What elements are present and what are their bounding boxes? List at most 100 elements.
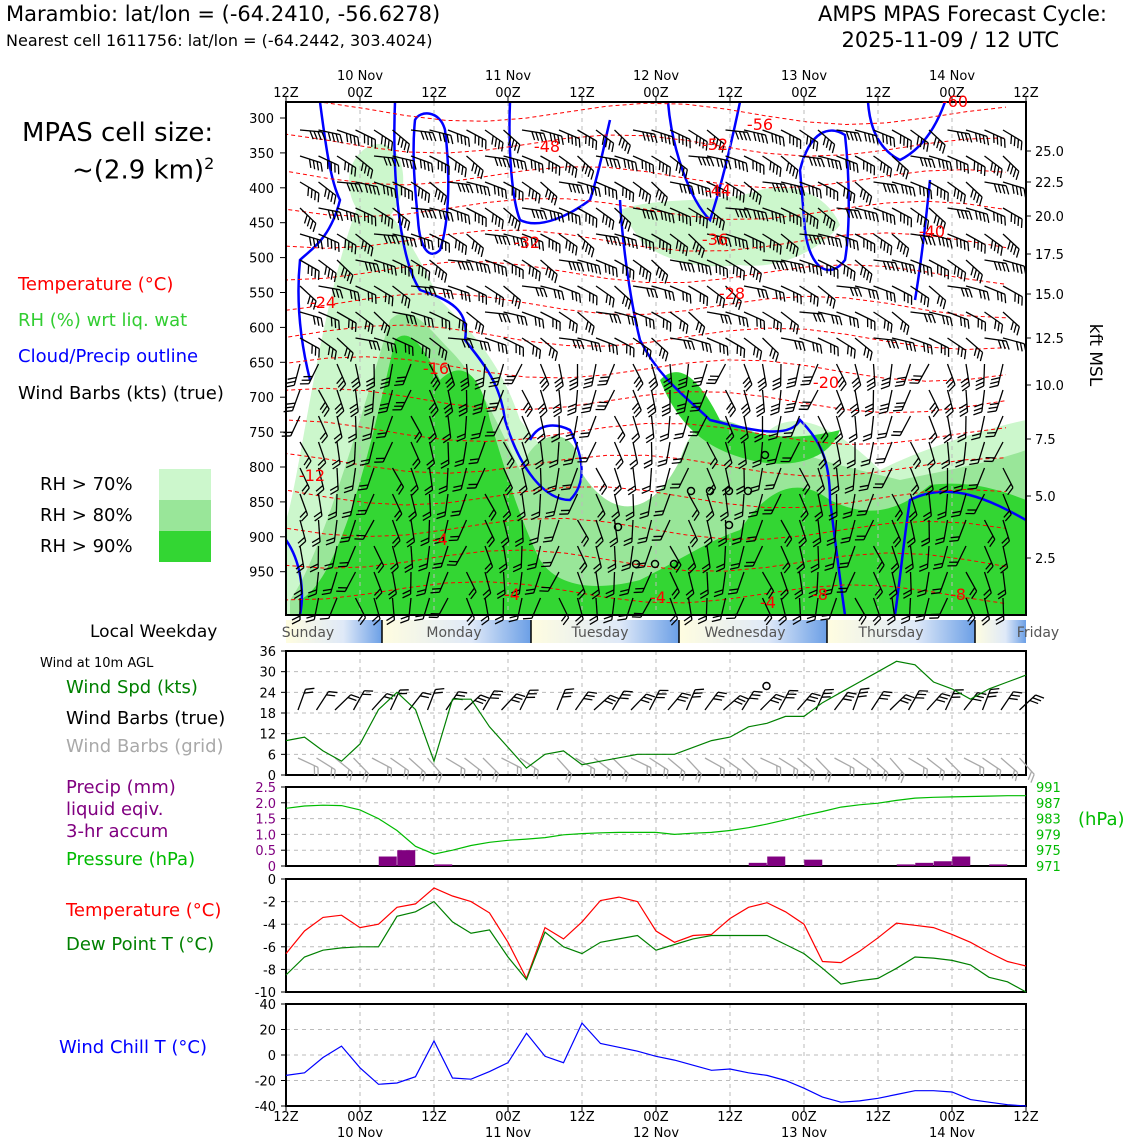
barb-flag	[315, 484, 324, 492]
barb-flag	[421, 345, 424, 355]
barb-flag	[716, 563, 725, 569]
barb-flag	[775, 165, 779, 175]
barb-flag	[869, 351, 873, 361]
barb-flag	[613, 158, 617, 168]
barb-flag	[692, 402, 702, 405]
barb-flag	[726, 268, 729, 278]
wind-barb	[318, 311, 340, 330]
barb-flag	[664, 197, 668, 207]
wind-barb	[558, 207, 581, 226]
barb-flag	[652, 164, 655, 174]
wind-barb	[651, 233, 672, 254]
barb-flag	[326, 694, 336, 697]
barb-flag	[902, 696, 912, 702]
barb-flag	[997, 184, 1002, 194]
barb-flag	[312, 160, 316, 170]
barb-flag	[480, 170, 484, 180]
barb-flag	[296, 567, 305, 574]
barb-flag	[545, 266, 549, 276]
wind-barb	[854, 337, 873, 361]
barb-flag	[634, 162, 638, 172]
barb-flag	[683, 184, 687, 194]
wind-barb	[470, 415, 486, 440]
barb-flag	[335, 406, 344, 414]
barb-flag	[535, 463, 544, 470]
barb-flag	[1029, 699, 1039, 705]
barb-flag	[701, 156, 707, 166]
barb-flag	[982, 767, 985, 777]
legend-rh: RH (%) wrt liq. wat	[18, 310, 188, 331]
barb-flag	[809, 215, 812, 225]
barb-flag	[585, 212, 587, 222]
barb-flag	[610, 694, 619, 700]
barb-flag	[338, 587, 348, 589]
barb-flag	[512, 567, 522, 573]
wind-barb	[429, 233, 451, 253]
barb-flag	[885, 135, 888, 145]
wind-barb	[331, 441, 341, 470]
barb-flag	[640, 699, 650, 704]
barb-flag	[659, 433, 669, 438]
barb-flag	[464, 136, 467, 146]
barb-flag	[323, 408, 330, 417]
barb-flag	[520, 160, 524, 170]
wind-barb	[438, 467, 449, 495]
barb-flag	[873, 243, 876, 253]
wind-barb	[632, 259, 652, 282]
wind-barb	[995, 597, 1005, 625]
wind-barb	[739, 415, 749, 444]
barb-flag	[743, 380, 751, 388]
barb-flag	[959, 316, 963, 326]
barb-flag	[878, 410, 888, 415]
top-time-label: 12Z	[865, 86, 891, 101]
barb-flag	[796, 215, 798, 225]
wind-barb	[1001, 519, 1011, 548]
temperature-contour	[286, 102, 1007, 126]
barb-flag	[460, 767, 463, 777]
barb-flag	[512, 236, 516, 246]
barb-flag	[899, 134, 902, 144]
barb-flag	[396, 483, 403, 492]
wind-barb	[472, 389, 486, 415]
barb-flag	[317, 131, 322, 141]
barb-flag	[572, 339, 577, 349]
barb-flag	[445, 319, 447, 329]
barb-flag	[658, 191, 663, 201]
barb-flag	[685, 247, 689, 257]
pressure-tick-label: 800	[249, 461, 274, 476]
barb-flag	[580, 262, 585, 272]
barb-flag	[677, 403, 687, 407]
barb-flag	[588, 214, 591, 224]
barb-flag	[786, 240, 790, 250]
barb-flag	[872, 614, 880, 622]
barb-flag	[623, 537, 633, 543]
barb-flag	[583, 402, 593, 406]
barb-flag	[443, 195, 447, 205]
barb-flag	[621, 567, 631, 572]
barb-flag	[461, 321, 464, 331]
wind-barb	[799, 337, 823, 354]
barb-flag	[903, 323, 907, 333]
barb-flag	[935, 537, 945, 541]
barb-flag	[827, 158, 831, 168]
barb-flag	[769, 347, 774, 357]
barb-flag	[987, 535, 994, 544]
wind-barb	[926, 757, 945, 781]
barb-flag	[432, 132, 437, 142]
barb-flag	[687, 562, 695, 570]
barb-flag	[583, 384, 592, 389]
barb-flag	[764, 212, 769, 222]
barb-flag	[636, 562, 646, 565]
wind-barb	[447, 285, 471, 303]
y-tick-label: 1.0	[255, 828, 276, 843]
temperature-contour-label: -20	[813, 373, 839, 392]
barb-flag	[538, 406, 547, 414]
barb-flag	[896, 240, 901, 250]
barb-flag	[965, 512, 975, 515]
wind-barb	[318, 285, 344, 299]
barb-flag	[741, 161, 745, 171]
y-tick-label: 20	[259, 1024, 276, 1039]
wind-barb	[632, 337, 652, 360]
barb-flag	[995, 767, 999, 778]
barb-flag	[579, 561, 586, 570]
